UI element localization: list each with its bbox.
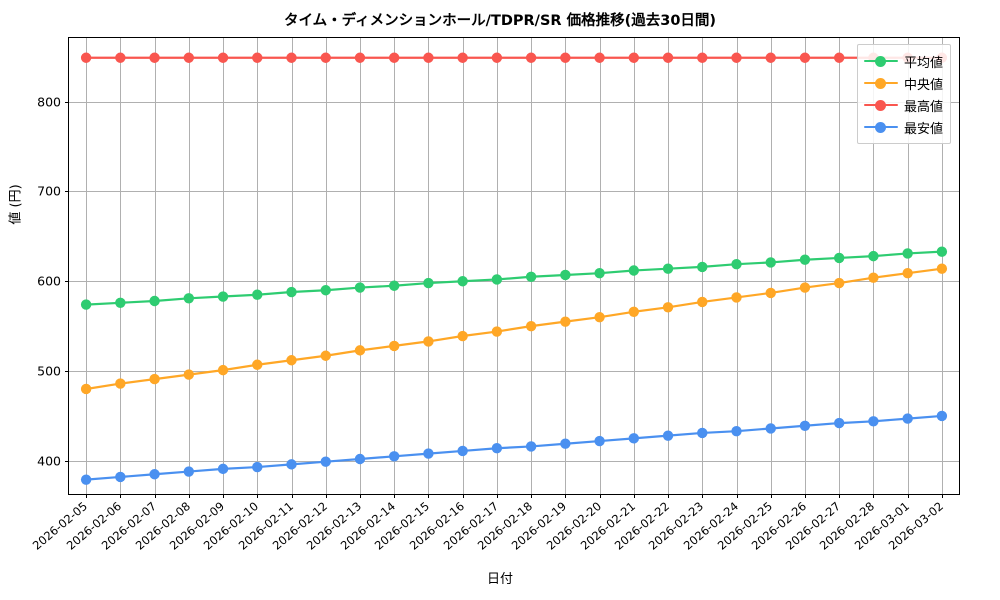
legend-label: 平均値 (903, 55, 943, 71)
x-tick-mark (565, 494, 567, 498)
x-tick-mark (496, 494, 498, 498)
legend-label: 中央値 (903, 77, 943, 93)
gridline-vertical (188, 38, 190, 494)
y-tick-mark (65, 281, 69, 283)
gridline-vertical (428, 38, 430, 494)
legend-item-3[interactable]: 最高値 (863, 94, 943, 116)
x-tick-mark (531, 494, 533, 498)
y-tick-mark (65, 101, 69, 103)
y-axis-label: 値 (円) (8, 184, 24, 225)
x-tick-mark (839, 494, 841, 498)
x-axis-label: 日付 (486, 572, 513, 587)
legend-item-2[interactable]: 中央値 (863, 72, 943, 94)
x-tick-mark (668, 494, 670, 498)
gridline-vertical (770, 38, 772, 494)
legend-marker-icon (863, 96, 898, 114)
y-tick-label: 500 (37, 363, 61, 379)
y-tick-label: 600 (37, 273, 61, 289)
y-tick-mark (65, 371, 69, 373)
y-tick-mark (65, 191, 69, 193)
legend-item-1[interactable]: 平均値 (863, 50, 943, 72)
x-tick-mark (941, 494, 943, 498)
x-tick-mark (804, 494, 806, 498)
gridline-vertical (531, 38, 533, 494)
series-line (85, 414, 943, 481)
gridline-vertical (702, 38, 704, 494)
series-3 (80, 52, 948, 63)
series-4 (80, 410, 948, 485)
x-tick-mark (359, 494, 361, 498)
x-tick-mark (736, 494, 738, 498)
legend-marker-icon (863, 74, 898, 92)
x-tick-mark (702, 494, 704, 498)
legend-label: 最高値 (903, 99, 943, 115)
gridline-vertical (496, 38, 498, 494)
chart-legend[interactable]: 平均値中央値最高値最安値 (856, 44, 951, 144)
legend-marker-icon (863, 52, 898, 70)
gridline-vertical (804, 38, 806, 494)
gridline-vertical (394, 38, 396, 494)
plot-area: 400 500 600 700 800 平均値中央値最高値最安値 (37, 37, 960, 498)
gridline-vertical (223, 38, 225, 494)
gridline-vertical (565, 38, 567, 494)
gridline-vertical (291, 38, 293, 494)
x-tick-mark (86, 494, 88, 498)
series-line (85, 250, 943, 306)
x-tick-mark (462, 494, 464, 498)
gridline-vertical (668, 38, 670, 494)
x-tick-mark (223, 494, 225, 498)
x-tick-mark (770, 494, 772, 498)
gridline-vertical (325, 38, 327, 494)
legend-item-4[interactable]: 最安値 (863, 116, 943, 138)
series-layer (80, 52, 948, 485)
x-tick-mark (873, 494, 875, 498)
x-tick-mark (120, 494, 122, 498)
x-tick-mark (394, 494, 396, 498)
gridline-vertical (633, 38, 635, 494)
x-tick-mark (257, 494, 259, 498)
gridline-vertical (599, 38, 601, 494)
gridline-vertical (154, 38, 156, 494)
series-2 (80, 263, 948, 395)
gridline-horizontal (69, 281, 959, 283)
x-tick-mark (428, 494, 430, 498)
gridline-vertical (736, 38, 738, 494)
y-tick-label: 700 (37, 183, 61, 199)
y-tick-mark (65, 460, 69, 462)
x-tick-mark (188, 494, 190, 498)
gridline-horizontal (69, 191, 959, 193)
gridline-vertical (120, 38, 122, 494)
gridline-vertical (462, 38, 464, 494)
y-tick-label: 400 (37, 453, 61, 469)
gridline-vertical (86, 38, 88, 494)
chart-title: タイム・ディメンションホール/TDPR/SR 価格推移(過去30日間) (283, 13, 717, 29)
gridline-horizontal (69, 371, 959, 373)
x-tick-mark (599, 494, 601, 498)
gridline-horizontal (69, 460, 959, 462)
gridline-vertical (257, 38, 259, 494)
legend-marker-icon (863, 118, 898, 136)
x-tick-mark (291, 494, 293, 498)
gridline-vertical (839, 38, 841, 494)
gridline-vertical (359, 38, 361, 494)
legend-label: 最安値 (903, 121, 943, 137)
series-1 (80, 246, 948, 310)
x-tick-mark (325, 494, 327, 498)
x-tick-mark (633, 494, 635, 498)
x-tick-mark (154, 494, 156, 498)
y-tick-label: 800 (37, 94, 61, 110)
gridline-horizontal (69, 101, 959, 103)
x-tick-mark (907, 494, 909, 498)
